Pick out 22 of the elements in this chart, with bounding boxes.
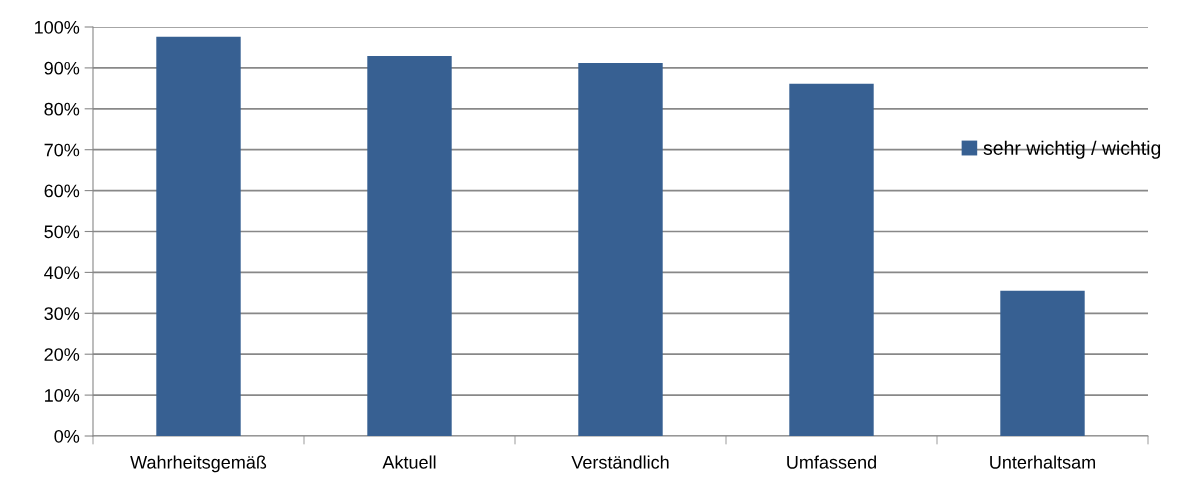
y-tick-label: 100% bbox=[35, 20, 80, 34]
x-tick-label: Verständlich bbox=[571, 455, 669, 469]
bar bbox=[789, 83, 874, 436]
bar bbox=[156, 36, 241, 436]
y-tick-label: 90% bbox=[44, 61, 80, 75]
y-tick-label: 40% bbox=[44, 266, 80, 280]
y-tick-label: 20% bbox=[44, 348, 80, 361]
y-tick-label: 80% bbox=[44, 102, 80, 116]
bar bbox=[1000, 290, 1085, 436]
x-tick-label: Umfassend bbox=[787, 455, 876, 469]
y-tick-label: 50% bbox=[44, 225, 80, 239]
y-tick-label: 10% bbox=[45, 389, 80, 402]
y-tick-label: 0% bbox=[54, 429, 80, 443]
bar bbox=[578, 62, 663, 436]
x-tick-label: Aktuell bbox=[382, 455, 436, 469]
y-tick-label: 70% bbox=[44, 143, 80, 157]
x-tick-label: Wahrheitsgemäß bbox=[130, 455, 267, 473]
y-tick-label: 60% bbox=[44, 184, 80, 198]
bar bbox=[367, 56, 452, 436]
x-tick-label: Unterhaltsam bbox=[990, 455, 1095, 469]
legend-label: sehr wichtig / wichtig bbox=[983, 140, 1161, 159]
y-tick-label: 30% bbox=[44, 307, 80, 321]
